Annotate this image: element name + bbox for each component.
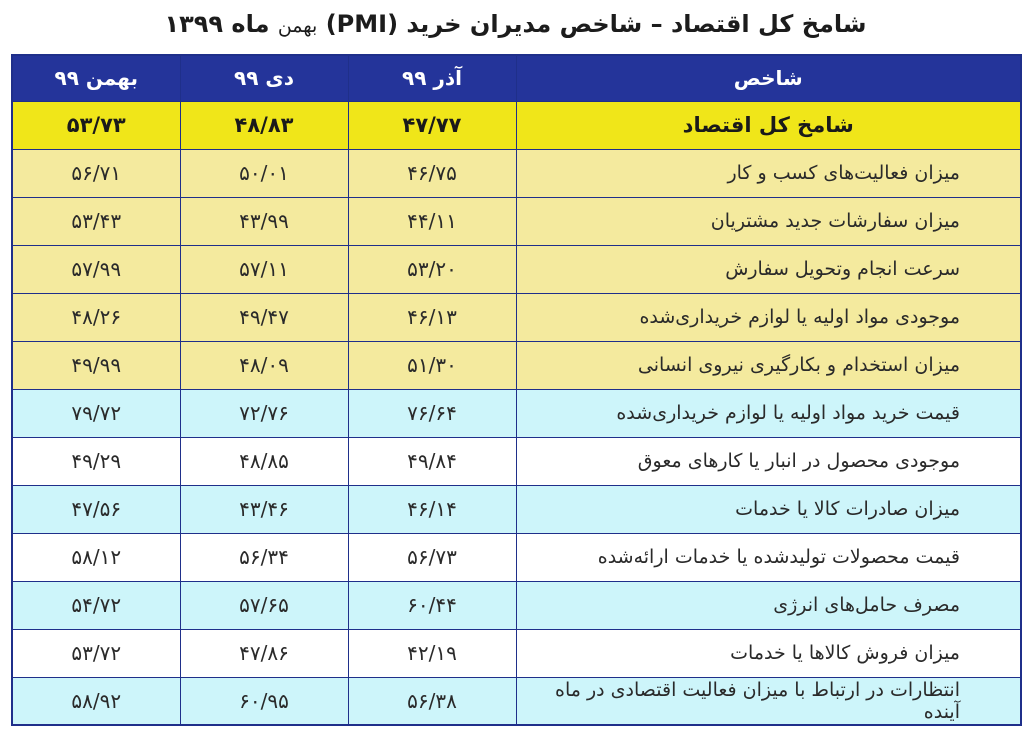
table-row: انتظارات در ارتباط با میزان فعالیت اقتصا… <box>11 676 1022 726</box>
cell-bahman-99: ۵۸/۱۲ <box>11 532 181 582</box>
table-row: موجودی محصول در انبار یا کارهای معوق ۴۹/۸… <box>11 436 1022 486</box>
cell-dey-99: ۵۶/۳۴ <box>179 532 349 582</box>
cell-azar-99: ۶۰/۴۴ <box>347 580 517 630</box>
cell-dey-99: ۴۷/۸۶ <box>179 628 349 678</box>
table-row: قیمت محصولات تولیدشده یا خدمات ارائه‌شده… <box>11 532 1022 582</box>
row-label: میزان استخدام و بکارگیری نیروی انسانی <box>515 340 1022 390</box>
page-title: شامخ کل اقتصاد – شاخص مدیران خرید (PMI) … <box>0 6 1031 44</box>
cell-azar-99: ۵۱/۳۰ <box>347 340 517 390</box>
table-row: میزان سفارشات جدید مشتریان ۴۴/۱۱ ۴۳/۹۹ ۵۳/۴… <box>11 196 1022 246</box>
header-dey-99: دی ۹۹ <box>179 54 349 102</box>
table-row: سرعت انجام وتحویل سفارش ۵۳/۲۰ ۵۷/۱۱ ۵۷/۹۹ <box>11 244 1022 294</box>
table-row: قیمت خرید مواد اولیه یا لوازم خریداری‌شد… <box>11 388 1022 438</box>
cell-bahman-99: ۴۷/۵۶ <box>11 484 181 534</box>
title-suffix-normal: بهمن <box>277 15 318 37</box>
row-label: انتظارات در ارتباط با میزان فعالیت اقتصا… <box>515 676 1022 726</box>
cell-azar-99: ۴۲/۱۹ <box>347 628 517 678</box>
cell-dey-99: ۷۲/۷۶ <box>179 388 349 438</box>
table-row: مصرف حامل‌های انرژی ۶۰/۴۴ ۵۷/۶۵ ۵۴/۷۲ <box>11 580 1022 630</box>
row-label: میزان سفارشات جدید مشتریان <box>515 196 1022 246</box>
cell-dey-99: ۴۳/۹۹ <box>179 196 349 246</box>
row-label: میزان فروش کالاها یا خدمات <box>515 628 1022 678</box>
cell-dey-99: ۴۸/۰۹ <box>179 340 349 390</box>
cell-dey-99: ۴۸/۸۵ <box>179 436 349 486</box>
header-azar-99: آذر ۹۹ <box>347 54 517 102</box>
pmi-table: شاخص آذر ۹۹ دی ۹۹ بهمن ۹۹ شامخ کل اقتصاد… <box>11 54 1022 726</box>
table-row: میزان صادرات کالا یا خدمات ۴۶/۱۴ ۴۳/۴۶ ۴۷/۵… <box>11 484 1022 534</box>
cell-azar-99: ۴۴/۱۱ <box>347 196 517 246</box>
cell-azar-99: ۷۶/۶۴ <box>347 388 517 438</box>
cell-azar-99: ۴۷/۷۷ <box>347 100 517 150</box>
table-header-row: شاخص آذر ۹۹ دی ۹۹ بهمن ۹۹ <box>11 54 1022 102</box>
row-label: شامخ کل اقتصاد <box>515 100 1022 150</box>
cell-dey-99: ۵۰/۰۱ <box>179 148 349 198</box>
row-label: موجودی مواد اولیه یا لوازم خریداری‌شده <box>515 292 1022 342</box>
table-row: میزان فروش کالاها یا خدمات ۴۲/۱۹ ۴۷/۸۶ ۵۳/۷… <box>11 628 1022 678</box>
cell-bahman-99: ۵۳/۷۳ <box>11 100 181 150</box>
cell-azar-99: ۴۹/۸۴ <box>347 436 517 486</box>
cell-dey-99: ۴۳/۴۶ <box>179 484 349 534</box>
row-label: قیمت خرید مواد اولیه یا لوازم خریداری‌شد… <box>515 388 1022 438</box>
cell-azar-99: ۴۶/۷۵ <box>347 148 517 198</box>
cell-bahman-99: ۵۷/۹۹ <box>11 244 181 294</box>
cell-dey-99: ۴۸/۸۳ <box>179 100 349 150</box>
cell-bahman-99: ۴۸/۲۶ <box>11 292 181 342</box>
cell-bahman-99: ۴۹/۹۹ <box>11 340 181 390</box>
table-row-main-index: شامخ کل اقتصاد ۴۷/۷۷ ۴۸/۸۳ ۵۳/۷۳ <box>11 100 1022 150</box>
cell-bahman-99: ۵۳/۷۲ <box>11 628 181 678</box>
cell-azar-99: ۴۶/۱۳ <box>347 292 517 342</box>
cell-dey-99: ۵۷/۶۵ <box>179 580 349 630</box>
title-suffix-bold: ماه ۱۳۹۹ <box>164 10 270 38</box>
cell-dey-99: ۵۷/۱۱ <box>179 244 349 294</box>
row-label: قیمت محصولات تولیدشده یا خدمات ارائه‌شده <box>515 532 1022 582</box>
cell-dey-99: ۴۹/۴۷ <box>179 292 349 342</box>
cell-azar-99: ۴۶/۱۴ <box>347 484 517 534</box>
cell-bahman-99: ۷۹/۷۲ <box>11 388 181 438</box>
header-bahman-99: بهمن ۹۹ <box>11 54 181 102</box>
row-label: میزان صادرات کالا یا خدمات <box>515 484 1022 534</box>
cell-azar-99: ۵۳/۲۰ <box>347 244 517 294</box>
cell-azar-99: ۵۶/۳۸ <box>347 676 517 726</box>
table-row: میزان استخدام و بکارگیری نیروی انسانی ۵۱/… <box>11 340 1022 390</box>
table-row: موجودی مواد اولیه یا لوازم خریداری‌شده ۴۶… <box>11 292 1022 342</box>
cell-bahman-99: ۵۴/۷۲ <box>11 580 181 630</box>
cell-azar-99: ۵۶/۷۳ <box>347 532 517 582</box>
cell-dey-99: ۶۰/۹۵ <box>179 676 349 726</box>
table-body: شامخ کل اقتصاد ۴۷/۷۷ ۴۸/۸۳ ۵۳/۷۳ میزان ف… <box>11 100 1022 726</box>
row-label: مصرف حامل‌های انرژی <box>515 580 1022 630</box>
header-index: شاخص <box>515 54 1022 102</box>
cell-bahman-99: ۵۸/۹۲ <box>11 676 181 726</box>
title-main: شامخ کل اقتصاد – شاخص مدیران خرید (PMI) <box>325 10 867 38</box>
cell-bahman-99: ۵۳/۴۳ <box>11 196 181 246</box>
cell-bahman-99: ۴۹/۲۹ <box>11 436 181 486</box>
cell-bahman-99: ۵۶/۷۱ <box>11 148 181 198</box>
table-row: میزان فعالیت‌های کسب و کار ۴۶/۷۵ ۵۰/۰۱ ۵۶/۷… <box>11 148 1022 198</box>
row-label: سرعت انجام وتحویل سفارش <box>515 244 1022 294</box>
row-label: میزان فعالیت‌های کسب و کار <box>515 148 1022 198</box>
row-label: موجودی محصول در انبار یا کارهای معوق <box>515 436 1022 486</box>
